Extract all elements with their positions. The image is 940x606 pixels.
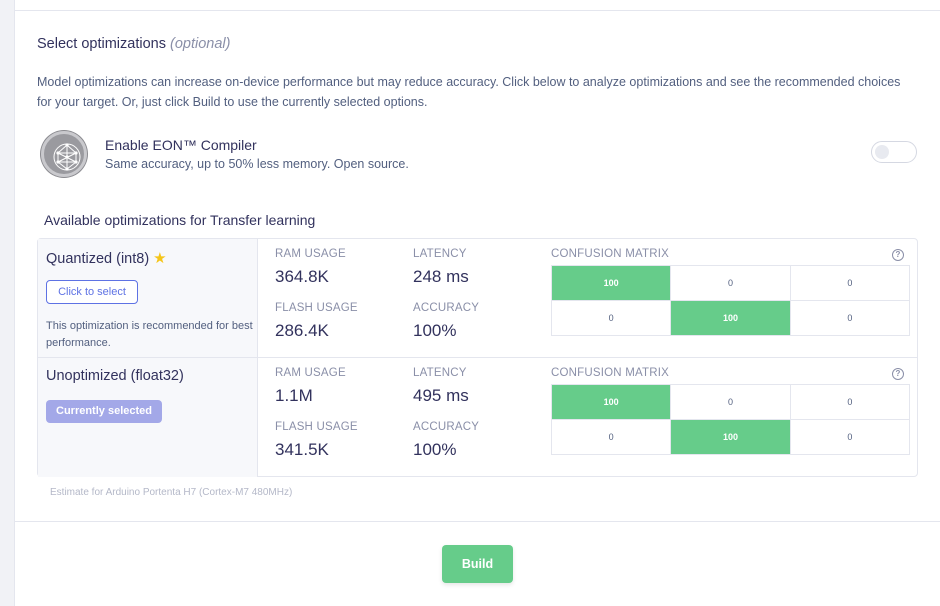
confusion-matrix-label: CONFUSION MATRIX	[551, 248, 669, 260]
matrix-cell: 100	[670, 419, 791, 455]
matrix-cell: 0	[550, 300, 672, 336]
matrix-row: 100 0 0	[550, 384, 911, 420]
accuracy-label: ACCURACY	[413, 421, 480, 433]
section-title-text: Select optimizations	[37, 36, 166, 52]
matrix-cell: 0	[550, 419, 672, 455]
confusion-matrix: 100 0 0 0 100 0	[550, 265, 911, 336]
matrix-cell: 100	[550, 265, 672, 301]
confusion-matrix-label: CONFUSION MATRIX	[551, 367, 669, 379]
optimization-name: Quantized (int8) ★	[46, 249, 167, 267]
latency-label: LATENCY	[413, 367, 467, 379]
matrix-row: 100 0 0	[550, 265, 911, 301]
optimization-card: Select optimizations (optional) Model op…	[14, 0, 940, 606]
flash-usage-value: 286.4K	[275, 321, 329, 340]
divider	[15, 521, 940, 522]
accuracy-value: 100%	[413, 440, 457, 459]
matrix-row: 0 100 0	[550, 419, 911, 455]
currently-selected-button[interactable]: Currently selected	[46, 400, 162, 423]
star-icon: ★	[153, 250, 167, 267]
matrix-cell: 0	[789, 419, 911, 455]
flash-usage-value: 341.5K	[275, 440, 329, 459]
matrix-cell: 0	[789, 265, 911, 301]
ram-usage-label: RAM USAGE	[275, 248, 346, 260]
flash-usage-label: FLASH USAGE	[275, 421, 358, 433]
optimizations-table: Quantized (int8) ★ Click to select This o…	[37, 238, 918, 477]
optimization-info: Quantized (int8) ★ Click to select This o…	[38, 239, 258, 357]
optimization-info: Unoptimized (float32) Currently selected	[38, 358, 258, 477]
optimization-name: Unoptimized (float32)	[46, 368, 184, 384]
eon-compiler-icon	[41, 131, 87, 177]
optimization-name-text: Quantized (int8)	[46, 251, 150, 267]
eon-toggle[interactable]	[871, 141, 917, 163]
click-to-select-button[interactable]: Click to select	[46, 280, 138, 304]
flash-usage-label: FLASH USAGE	[275, 302, 358, 314]
eon-title: Enable EON™ Compiler	[105, 137, 257, 153]
optimization-row-float32: Unoptimized (float32) Currently selected…	[38, 358, 917, 477]
accuracy-value: 100%	[413, 321, 457, 340]
matrix-cell: 0	[670, 265, 791, 301]
accuracy-label: ACCURACY	[413, 302, 480, 314]
confusion-matrix: 100 0 0 0 100 0	[550, 384, 911, 455]
ram-usage-value: 1.1M	[275, 386, 313, 405]
section-description: Model optimizations can increase on-devi…	[37, 75, 901, 109]
divider	[15, 10, 940, 11]
latency-label: LATENCY	[413, 248, 467, 260]
build-button[interactable]: Build	[442, 545, 513, 583]
optimization-row-int8: Quantized (int8) ★ Click to select This o…	[38, 239, 917, 358]
section-title: Select optimizations (optional)	[37, 36, 230, 52]
estimate-note: Estimate for Arduino Portenta H7 (Cortex…	[50, 487, 293, 498]
matrix-cell: 100	[670, 300, 791, 336]
matrix-cell: 100	[550, 384, 672, 420]
help-icon[interactable]: ?	[892, 249, 904, 261]
ram-usage-value: 364.8K	[275, 267, 329, 286]
help-icon[interactable]: ?	[892, 368, 904, 380]
matrix-row: 0 100 0	[550, 300, 911, 336]
available-optimizations-title: Available optimizations for Transfer lea…	[44, 212, 316, 228]
latency-value: 248 ms	[413, 267, 469, 286]
latency-value: 495 ms	[413, 386, 469, 405]
matrix-cell: 0	[789, 300, 911, 336]
eon-subtitle: Same accuracy, up to 50% less memory. Op…	[105, 157, 409, 171]
matrix-cell: 0	[670, 384, 791, 420]
optional-label: (optional)	[169, 36, 231, 52]
recommendation-note: This optimization is recommended for bes…	[46, 320, 253, 349]
toggle-knob	[875, 145, 889, 159]
matrix-cell: 0	[789, 384, 911, 420]
ram-usage-label: RAM USAGE	[275, 367, 346, 379]
